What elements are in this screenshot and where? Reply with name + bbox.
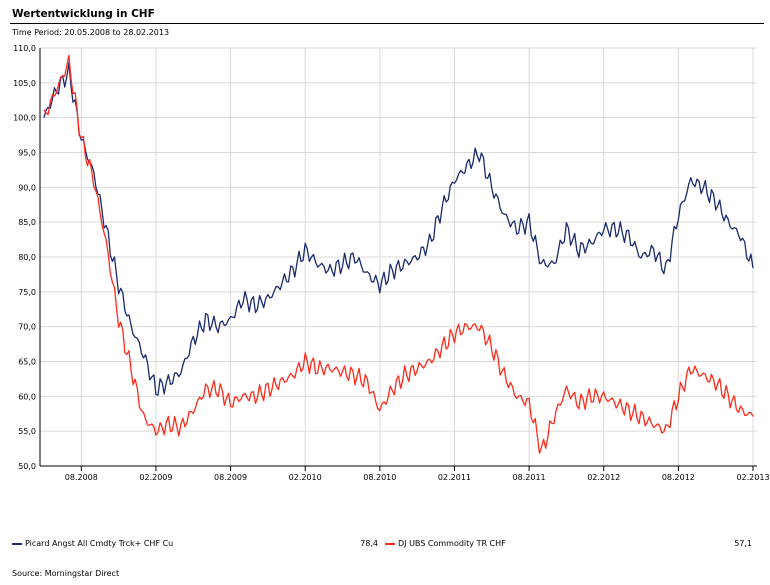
legend-value-series-2: 57,1 xyxy=(734,539,752,548)
series-line-1 xyxy=(43,62,754,396)
y-tick-label: 65,0 xyxy=(18,358,36,367)
y-tick-label: 100,0 xyxy=(13,114,36,123)
y-tick-label: 75,0 xyxy=(18,288,36,297)
y-tick-label: 80,0 xyxy=(18,253,36,262)
legend-label-series-1: Picard Angst All Cmdty Trck+ CHF Cu xyxy=(25,539,174,548)
source-note: Source: Morningstar Direct xyxy=(12,569,120,578)
y-tick-label: 95,0 xyxy=(18,149,36,158)
legend-swatch-series-1 xyxy=(12,542,22,545)
x-tick-label: 02.2013 xyxy=(736,473,769,482)
x-tick-label: 02.2010 xyxy=(289,473,322,482)
x-tick-label: 08.2011 xyxy=(513,473,546,482)
x-tick-label: 02.2011 xyxy=(438,473,471,482)
x-tick-label: 08.2012 xyxy=(662,473,695,482)
x-tick-label: 08.2008 xyxy=(65,473,98,482)
chart-title: Wertentwicklung in CHF xyxy=(12,8,155,20)
legend-item-series-2: DJ UBS Commodity TR CHF xyxy=(385,539,506,548)
x-tick-label: 02.2012 xyxy=(587,473,620,482)
title-divider xyxy=(10,23,764,24)
legend-value-series-1: 78,4 xyxy=(360,539,378,548)
y-tick-label: 60,0 xyxy=(18,392,36,401)
y-tick-label: 70,0 xyxy=(18,323,36,332)
y-tick-label: 105,0 xyxy=(13,79,36,88)
legend-item-series-1: Picard Angst All Cmdty Trck+ CHF Cu xyxy=(12,539,173,548)
x-tick-label: 08.2010 xyxy=(363,473,396,482)
y-tick-label: 55,0 xyxy=(18,427,36,436)
y-tick-label: 110,0 xyxy=(13,44,36,53)
time-period: Time Period: 20.05.2008 to 28.02.2013 xyxy=(12,28,170,37)
legend-swatch-series-2 xyxy=(385,542,395,545)
series-line-2 xyxy=(43,54,754,454)
legend-label-series-2: DJ UBS Commodity TR CHF xyxy=(398,539,506,548)
y-tick-label: 90,0 xyxy=(18,183,36,192)
x-tick-label: 08.2009 xyxy=(214,473,247,482)
y-tick-label: 50,0 xyxy=(18,462,36,471)
x-tick-label: 02.2009 xyxy=(139,473,172,482)
y-tick-label: 85,0 xyxy=(18,218,36,227)
